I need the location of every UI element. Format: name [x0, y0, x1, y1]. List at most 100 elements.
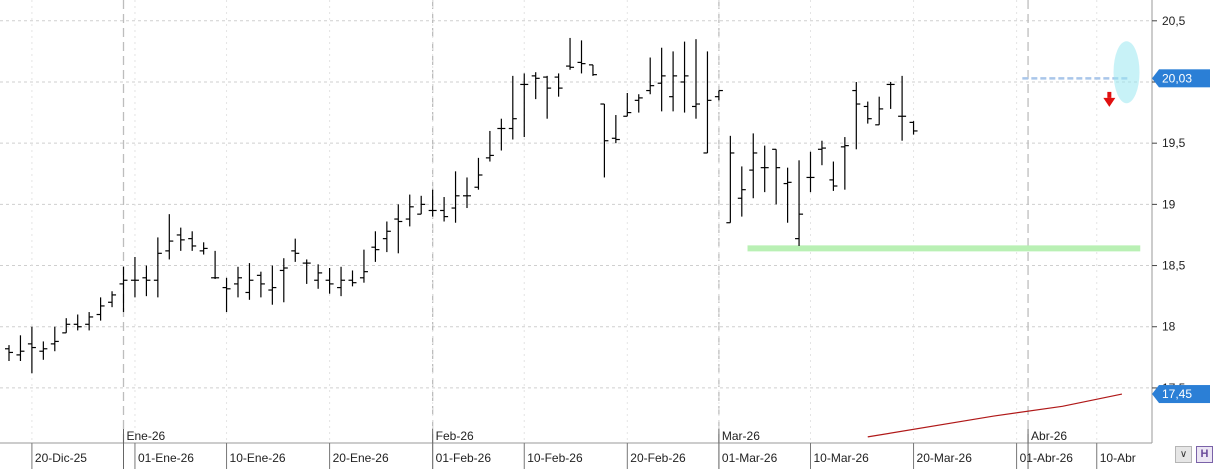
current-price-badge-label: 20,03 — [1162, 71, 1192, 85]
ohlc-bar[interactable] — [222, 277, 231, 313]
ohlc-bar[interactable] — [85, 312, 94, 331]
ohlc-bar[interactable] — [405, 194, 414, 227]
ohlc-bar[interactable] — [130, 256, 139, 298]
ohlc-bar[interactable] — [27, 326, 36, 374]
ohlc-bar[interactable] — [451, 171, 460, 223]
ohlc-bar[interactable] — [680, 41, 689, 113]
current-price-badge-pointer — [1152, 69, 1159, 88]
ohlc-bar[interactable] — [863, 101, 872, 124]
date-tick-label: 01-Abr-26 — [1020, 451, 1074, 465]
ohlc-bar[interactable] — [554, 73, 563, 97]
price-tick-label: 19,5 — [1162, 136, 1186, 150]
ohlc-bar[interactable] — [909, 121, 918, 135]
ohlc-bar[interactable] — [772, 148, 781, 205]
ohlc-bar[interactable] — [875, 96, 884, 126]
zoom-toggle-button[interactable]: ∨ — [1175, 446, 1192, 463]
ohlc-bar[interactable] — [256, 271, 265, 298]
ohlc-bar[interactable] — [531, 72, 540, 100]
ohlc-bar[interactable] — [348, 270, 357, 287]
ohlc-bar[interactable] — [119, 266, 128, 313]
ohlc-bar[interactable] — [440, 197, 449, 222]
price-tick-label: 20,5 — [1162, 14, 1186, 28]
ohlc-bar[interactable] — [737, 166, 746, 217]
ohlc-bar[interactable] — [234, 266, 242, 298]
ohlc-bar[interactable] — [852, 81, 861, 150]
ohlc-bar[interactable] — [783, 167, 792, 223]
ohlc-bar[interactable] — [199, 242, 208, 255]
ohlc-bar[interactable] — [520, 73, 529, 138]
ohlc-bar[interactable] — [108, 291, 117, 308]
ohlc-bar[interactable] — [703, 51, 712, 154]
ohlc-bar[interactable] — [634, 94, 643, 113]
grid-layer — [0, 0, 1152, 443]
ohlc-bar[interactable] — [62, 318, 71, 334]
ohlc-bar[interactable] — [5, 345, 13, 362]
ohlc-bar[interactable] — [142, 265, 151, 297]
ohlc-bar[interactable] — [302, 259, 311, 284]
ohlc-bar[interactable] — [268, 265, 277, 305]
current-price-badge[interactable]: 20,03 — [1152, 69, 1210, 88]
ohlc-bar[interactable] — [508, 75, 517, 140]
ohlc-bar[interactable] — [474, 157, 483, 190]
month-marker-label: Mar-26 — [722, 429, 760, 443]
ohlc-bar[interactable] — [749, 133, 758, 199]
ohlc-bar[interactable] — [314, 264, 323, 289]
ohlc-bar[interactable] — [543, 75, 552, 119]
ohlc-bar[interactable] — [600, 103, 609, 178]
ohlc-bar[interactable] — [817, 140, 826, 166]
ohlc-bar[interactable] — [463, 177, 471, 209]
ohlc-bar[interactable] — [692, 39, 700, 119]
ohlc-bar[interactable] — [795, 160, 804, 246]
ohlc-bar[interactable] — [829, 161, 838, 191]
ohlc-bar[interactable] — [669, 51, 678, 112]
ohlc-bar[interactable] — [898, 75, 907, 141]
ohlc-bar[interactable] — [50, 326, 59, 352]
plot-background — [0, 0, 1152, 443]
ohlc-bar[interactable] — [840, 137, 849, 190]
ohlc-bar[interactable] — [245, 263, 254, 300]
h-button[interactable]: H — [1196, 446, 1213, 463]
ohlc-bar[interactable] — [726, 135, 735, 224]
ohlc-bar[interactable] — [39, 341, 48, 360]
ohlc-bar[interactable] — [394, 204, 403, 254]
ohlc-bar[interactable] — [165, 214, 174, 260]
ohlc-bar[interactable] — [428, 189, 437, 217]
moving-average-badge[interactable]: 17,45 — [1152, 385, 1210, 404]
ohlc-bar[interactable] — [73, 314, 82, 331]
ohlc-bar[interactable] — [760, 145, 769, 193]
ohlc-bar[interactable] — [497, 118, 506, 151]
date-tick-label: 01-Ene-26 — [138, 451, 194, 465]
ohlc-bar[interactable] — [291, 238, 300, 262]
moving-average-layer — [867, 393, 1123, 438]
date-tick-label: 10-Mar-26 — [814, 451, 870, 465]
ohlc-bar[interactable] — [279, 258, 288, 303]
ohlc-bar[interactable] — [188, 231, 197, 251]
ohlc-bar[interactable] — [566, 37, 575, 70]
ohlc-bar[interactable] — [417, 195, 426, 215]
ohlc-bar[interactable] — [886, 81, 895, 109]
ohlc-bars-layer — [5, 37, 918, 374]
ohlc-bar[interactable] — [16, 335, 25, 362]
ohlc-bar[interactable] — [337, 266, 346, 297]
ohlc-bar[interactable] — [359, 249, 368, 283]
ohlc-bar[interactable] — [382, 221, 391, 253]
ohlc-bar[interactable] — [211, 250, 220, 280]
ohlc-bar[interactable] — [577, 40, 586, 74]
date-axis[interactable]: Ene-26 Feb-26 Mar-26 Abr-26 20-Dic-25 01-Ene-… — [0, 429, 1152, 469]
ohlc-bar[interactable] — [371, 231, 380, 262]
ohlc-bar[interactable] — [657, 47, 666, 112]
ohlc-bar[interactable] — [176, 227, 185, 251]
ohlc-bar[interactable] — [611, 115, 620, 144]
ohlc-bar[interactable] — [806, 151, 815, 193]
date-tick-label: 10-Ene-26 — [230, 451, 286, 465]
ohlc-bar[interactable] — [153, 237, 162, 298]
ohlc-bar[interactable] — [714, 89, 723, 101]
ohlc-bar[interactable] — [588, 64, 597, 76]
ohlc-bar[interactable] — [485, 130, 494, 162]
ohlc-bar[interactable] — [96, 297, 105, 321]
ohlc-bar[interactable] — [623, 93, 632, 117]
ohlc-bar[interactable] — [325, 268, 334, 294]
ohlc-bar[interactable] — [646, 57, 655, 95]
